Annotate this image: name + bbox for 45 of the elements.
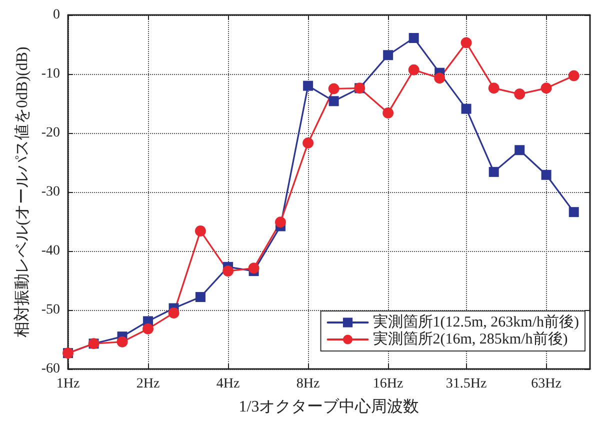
point xyxy=(568,207,579,218)
y-tick-label: -20 xyxy=(41,126,60,140)
x-tick-label: 16Hz xyxy=(372,376,404,392)
point xyxy=(434,72,446,84)
point xyxy=(328,96,339,106)
y-tick-label: -40 xyxy=(41,244,60,258)
point xyxy=(488,82,500,94)
x-axis-title: 1/3オクターブ中心周波数 xyxy=(238,398,420,416)
point xyxy=(328,83,340,94)
point xyxy=(408,64,420,76)
y-tick-label: -10 xyxy=(41,66,60,82)
point xyxy=(383,50,394,60)
y-tick-label: 0 xyxy=(53,8,60,22)
point xyxy=(194,225,206,236)
y-tick-label: -60 xyxy=(41,362,60,376)
point xyxy=(514,88,526,100)
x-tick-label: 1Hz xyxy=(56,376,80,392)
point xyxy=(195,292,206,302)
point xyxy=(514,145,525,156)
point xyxy=(488,166,499,177)
y-axis-title: 相対振動レベル(オールパス値を0dB)(dB) xyxy=(12,46,31,338)
point xyxy=(303,80,314,91)
point xyxy=(541,170,552,180)
point xyxy=(540,82,552,94)
legend-label: 実測箇所2(16m, 285km/h前後) xyxy=(372,330,568,348)
point xyxy=(302,138,314,149)
legend-label: 実測箇所1(12.5m, 263km/h前後) xyxy=(372,314,580,330)
point xyxy=(116,336,128,348)
y-tick-label: -50 xyxy=(41,302,60,318)
point xyxy=(568,70,580,82)
point xyxy=(408,33,419,44)
x-tick-label: 4Hz xyxy=(216,376,240,392)
point xyxy=(168,307,180,318)
point xyxy=(142,323,154,334)
point xyxy=(222,266,234,277)
point xyxy=(461,104,472,114)
x-tick-label: 8Hz xyxy=(296,376,320,392)
x-tick-label: 63Hz xyxy=(531,376,562,392)
x-tick-label: 2Hz xyxy=(136,376,160,392)
y-tick-label: -30 xyxy=(41,184,60,200)
x-tick-label: 31.5Hz xyxy=(446,376,487,392)
point xyxy=(460,37,472,48)
point xyxy=(274,216,286,228)
point xyxy=(248,262,260,274)
point xyxy=(382,107,394,118)
